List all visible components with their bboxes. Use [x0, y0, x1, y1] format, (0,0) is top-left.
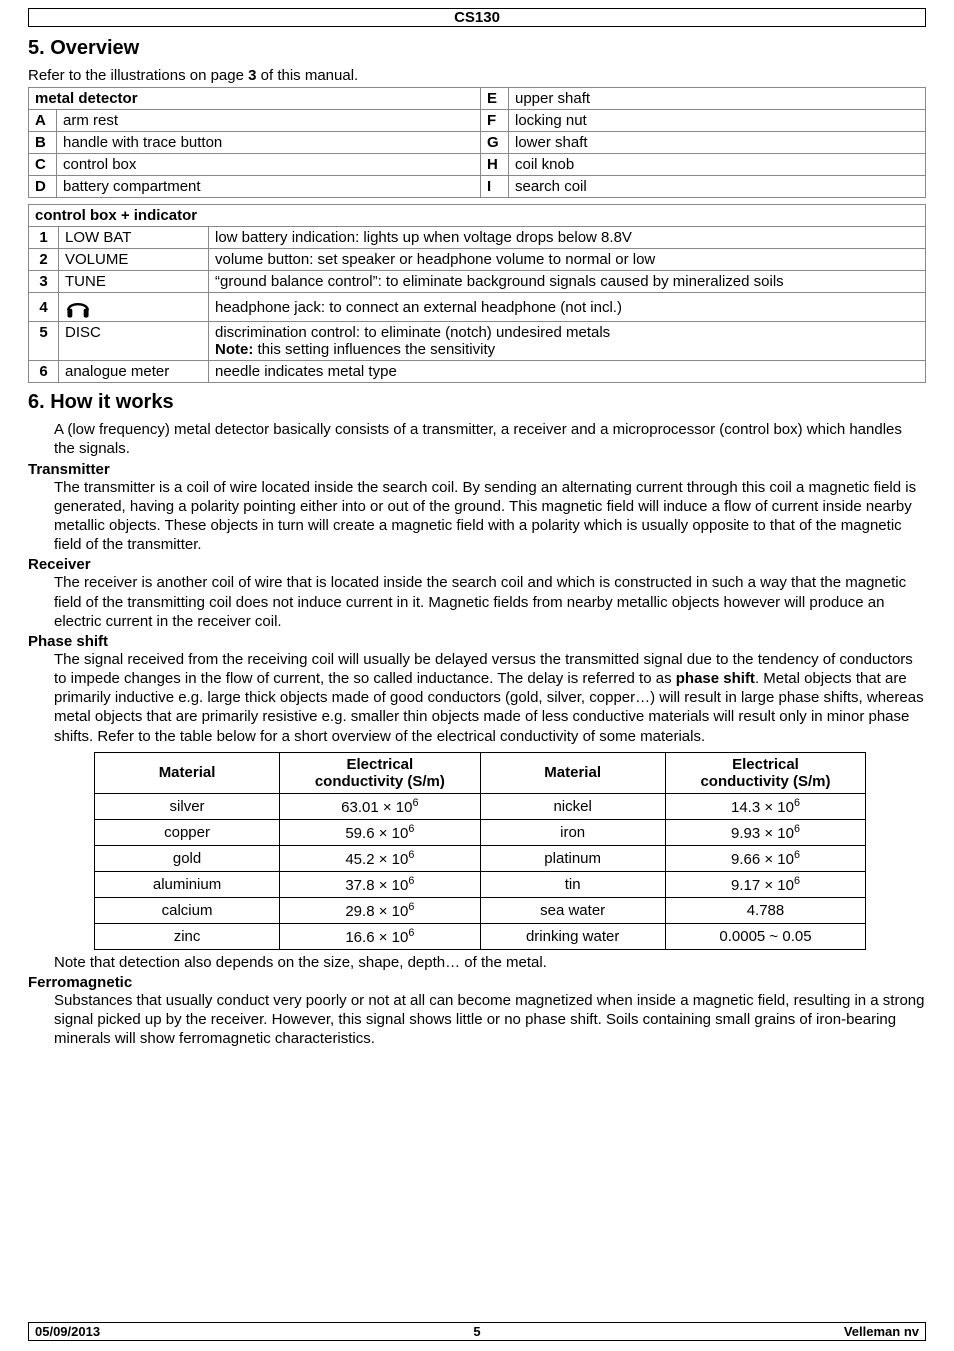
table-row: 2 VOLUME volume button: set speaker or h… — [29, 249, 926, 271]
headphone-icon — [59, 293, 209, 322]
table-row: B handle with trace button G lower shaft — [29, 132, 926, 154]
parts-extra-key: E — [481, 88, 509, 110]
intro-post: of this manual. — [256, 67, 358, 84]
table-row: A arm rest F locking nut — [29, 110, 926, 132]
table-row: aluminium37.8 × 106tin9.17 × 106 — [95, 871, 866, 897]
header-code: CS130 — [28, 8, 926, 27]
transmitter-head: Transmitter — [28, 461, 926, 478]
phaseshift-head: Phase shift — [28, 633, 926, 650]
table-row: calcium29.8 × 106sea water4.788 — [95, 897, 866, 923]
section6-intro: A (low frequency) metal detector basical… — [54, 420, 926, 458]
ferro-head: Ferromagnetic — [28, 974, 926, 991]
table-row: silver63.01 × 106nickel14.3 × 106 — [95, 793, 866, 819]
ferro-body: Substances that usually conduct very poo… — [54, 991, 926, 1049]
receiver-body: The receiver is another coil of wire tha… — [54, 573, 926, 631]
indicator-title: control box + indicator — [29, 205, 926, 227]
footer-company: Velleman nv — [629, 1323, 925, 1341]
section5-title: 5. Overview — [28, 37, 926, 60]
table-row: 1 LOW BAT low battery indication: lights… — [29, 227, 926, 249]
intro-pre: Refer to the illustrations on page — [28, 67, 248, 84]
footer-page: 5 — [325, 1323, 630, 1341]
col-material: Material — [480, 752, 665, 793]
section6-title: 6. How it works — [28, 391, 926, 414]
receiver-head: Receiver — [28, 556, 926, 573]
table-row: 4 headphone jack: to connect an external… — [29, 293, 926, 322]
table-row: C control box H coil knob — [29, 154, 926, 176]
table-row: 3 TUNE “ground balance control”: to elim… — [29, 271, 926, 293]
parts-extra-val: upper shaft — [509, 88, 926, 110]
col-material: Material — [95, 752, 280, 793]
parts-table: metal detector E upper shaft A arm rest … — [28, 87, 926, 198]
table-row: 5 DISC discrimination control: to elimin… — [29, 322, 926, 361]
footer: 05/09/2013 5 Velleman nv — [28, 1322, 926, 1341]
col-cond: Electricalconductivity (S/m) — [665, 752, 866, 793]
table-row: gold45.2 × 106platinum9.66 × 106 — [95, 845, 866, 871]
transmitter-body: The transmitter is a coil of wire locate… — [54, 478, 926, 555]
indicator-table: control box + indicator 1 LOW BAT low ba… — [28, 204, 926, 383]
table-row: copper59.6 × 106iron9.93 × 106 — [95, 819, 866, 845]
materials-table: Material Electricalconductivity (S/m) Ma… — [94, 752, 866, 950]
table-row: 6 analogue meter needle indicates metal … — [29, 361, 926, 383]
table-row: D battery compartment I search coil — [29, 176, 926, 198]
parts-title-left: metal detector — [29, 88, 481, 110]
section5-intro: Refer to the illustrations on page 3 of … — [28, 66, 926, 85]
phaseshift-body: The signal received from the receiving c… — [54, 650, 926, 746]
footer-date: 05/09/2013 — [29, 1323, 325, 1341]
col-cond: Electricalconductivity (S/m) — [280, 752, 481, 793]
table-row: zinc16.6 × 106drinking water0.0005 ~ 0.0… — [95, 923, 866, 949]
materials-note: Note that detection also depends on the … — [54, 953, 926, 972]
